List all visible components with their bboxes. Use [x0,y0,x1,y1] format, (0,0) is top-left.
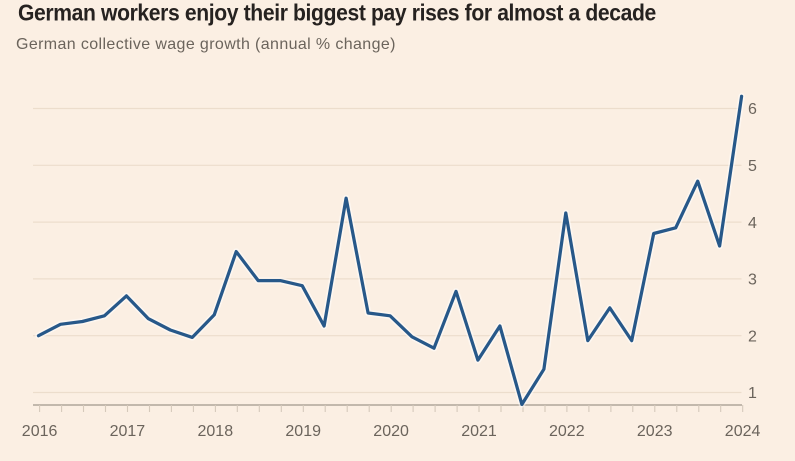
svg-text:German workers enjoy their big: German workers enjoy their biggest pay r… [18,0,656,26]
svg-text:2019: 2019 [285,423,321,440]
svg-text:2018: 2018 [198,423,234,440]
svg-text:1: 1 [748,385,757,402]
svg-text:2022: 2022 [549,423,585,440]
svg-text:4: 4 [748,215,757,232]
svg-text:6: 6 [748,101,757,118]
svg-text:3: 3 [748,272,757,289]
svg-text:2016: 2016 [22,423,58,440]
svg-text:2023: 2023 [637,423,673,440]
svg-text:2020: 2020 [373,423,409,440]
svg-text:2017: 2017 [110,423,146,440]
svg-text:2021: 2021 [461,423,497,440]
svg-text:5: 5 [748,158,757,175]
svg-text:German collective wage growth: German collective wage growth (annual % … [16,36,396,53]
svg-text:2: 2 [748,328,757,345]
svg-text:2024: 2024 [725,423,761,440]
